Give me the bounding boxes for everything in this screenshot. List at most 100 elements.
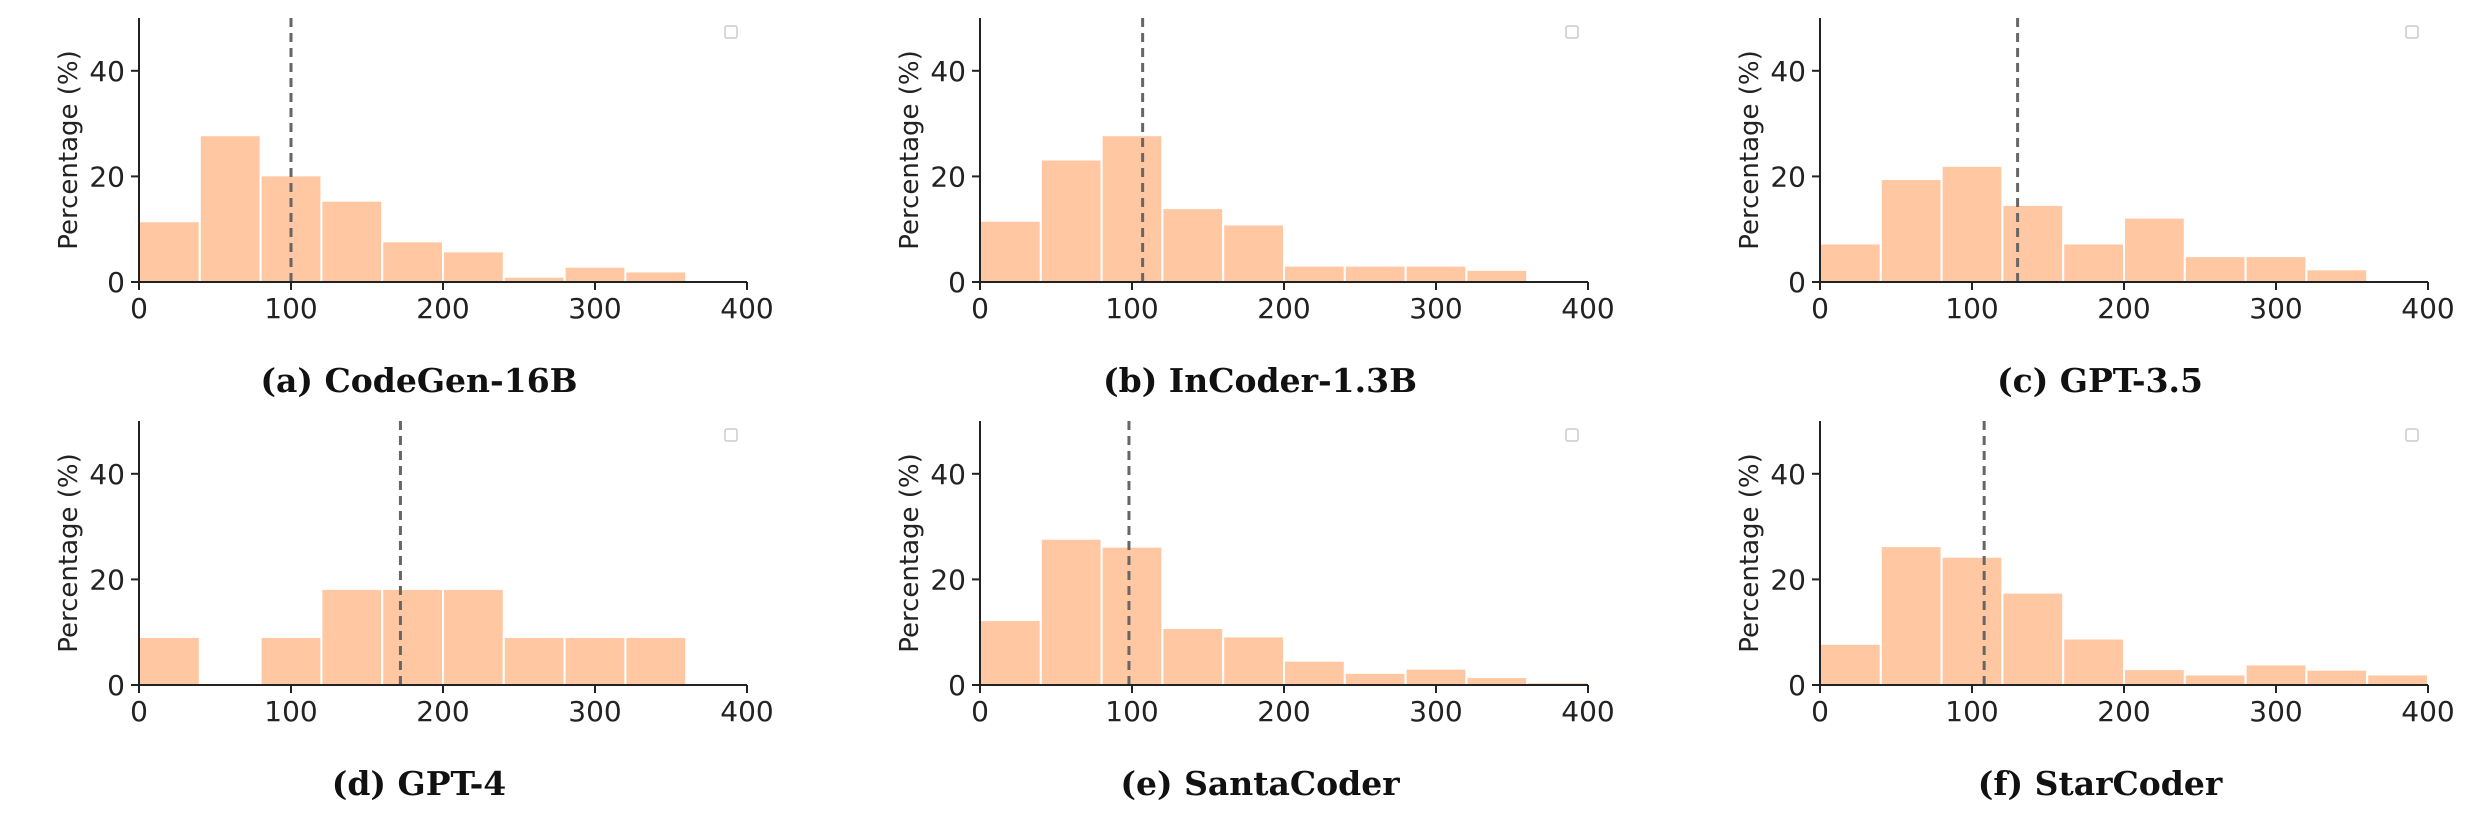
x-tick-label: 100 [264, 695, 317, 728]
histogram-bar [979, 219, 1042, 283]
legend-box [724, 25, 738, 39]
histogram-bar [2062, 242, 2125, 283]
x-tick-label: 200 [2097, 695, 2150, 728]
y-tick-label: 40 [89, 458, 125, 491]
histogram-bar [1222, 635, 1285, 687]
y-tick-label: 40 [930, 55, 966, 88]
x-tick-label: 400 [1561, 292, 1614, 325]
histogram-bar [381, 240, 445, 283]
histogram-bar [2305, 268, 2369, 284]
x-tick-label: 0 [1811, 292, 1829, 325]
histogram-bar [1940, 164, 2004, 283]
histogram-bar [1100, 134, 1164, 283]
x-tick-label: 300 [568, 292, 621, 325]
y-tick-label: 0 [1788, 266, 1806, 299]
y-tick-label: 40 [930, 458, 966, 491]
y-tick-label: 0 [107, 266, 125, 299]
x-tick-label: 400 [2401, 292, 2454, 325]
histogram-bar [624, 635, 688, 687]
y-tick-label: 0 [948, 669, 966, 702]
y-tick-label: 20 [1770, 563, 1806, 596]
legend-box [1565, 428, 1579, 442]
x-tick-label: 300 [2249, 292, 2302, 325]
x-tick-label: 0 [130, 292, 148, 325]
y-axis-label: Percentage (%) [895, 50, 925, 250]
histogram-bar [1039, 158, 1103, 283]
x-tick-label: 400 [720, 695, 773, 728]
histogram-bar [2001, 591, 2065, 686]
histogram-bar [1819, 642, 1882, 686]
subfigure-caption: (a) CodeGen-16B [260, 361, 577, 400]
x-tick-label: 300 [568, 695, 621, 728]
histogram-bar [2183, 255, 2247, 283]
histogram-bar [1039, 537, 1103, 687]
subfigure-caption: (d) GPT-4 [332, 764, 507, 803]
histogram-bar [1819, 242, 1882, 283]
histogram-bar [2305, 668, 2369, 686]
x-tick-label: 0 [1811, 695, 1829, 728]
y-tick-label: 20 [930, 563, 966, 596]
histogram-bar [1161, 626, 1225, 687]
y-axis-label: Percentage (%) [895, 453, 925, 653]
x-tick-label: 100 [1105, 695, 1158, 728]
x-tick-label: 200 [416, 695, 469, 728]
histogram-bar [2244, 255, 2308, 283]
histogram-bar [563, 635, 627, 687]
histogram-bar [2123, 216, 2186, 283]
histogram-bar [1161, 207, 1225, 283]
y-tick-label: 20 [89, 563, 125, 596]
x-tick-label: 400 [720, 292, 773, 325]
histogram-bar [1404, 264, 1468, 283]
x-tick-label: 300 [2249, 695, 2302, 728]
histogram-bar [1404, 667, 1468, 687]
y-tick-label: 0 [1788, 669, 1806, 702]
histogram-bar [1343, 264, 1407, 283]
legend-box [2405, 25, 2419, 39]
y-axis-label: Percentage (%) [54, 50, 84, 250]
x-tick-label: 200 [1257, 292, 1310, 325]
histogram-bar [2366, 673, 2429, 687]
legend-box [2405, 428, 2419, 442]
x-tick-label: 0 [971, 292, 989, 325]
histogram-bar [1283, 264, 1346, 283]
histogram-bar [2001, 203, 2065, 283]
histogram-bar [1222, 223, 1285, 283]
legend-box [724, 428, 738, 442]
histogram-bar [2123, 668, 2186, 686]
histogram-bar [1343, 671, 1407, 687]
histogram-bar [442, 587, 505, 686]
x-tick-label: 200 [416, 292, 469, 325]
y-tick-label: 40 [1770, 55, 1806, 88]
histogram-bar [259, 635, 323, 687]
histogram-bar [320, 587, 384, 686]
x-tick-label: 300 [1409, 292, 1462, 325]
subfigure-caption: (e) SantaCoder [1120, 764, 1400, 803]
histogram-bar [138, 220, 201, 283]
x-tick-label: 100 [1945, 695, 1998, 728]
histogram-bar [320, 199, 384, 283]
histogram-bar [502, 635, 566, 687]
y-tick-label: 40 [89, 55, 125, 88]
histogram-bar [1879, 545, 1943, 686]
subfigure-caption: (c) GPT-3.5 [1997, 361, 2203, 400]
histogram-bar [1465, 676, 1529, 687]
histogram-bar [2183, 673, 2247, 687]
histogram-bar [2062, 637, 2125, 687]
x-tick-label: 200 [1257, 695, 1310, 728]
histogram-bar [442, 250, 505, 284]
x-tick-label: 0 [130, 695, 148, 728]
x-tick-label: 100 [1105, 292, 1158, 325]
x-tick-label: 300 [1409, 695, 1462, 728]
y-axis-label: Percentage (%) [1735, 453, 1765, 653]
histogram-bar [2244, 663, 2308, 687]
histogram-bar [1465, 268, 1529, 283]
histogram-bar [198, 134, 262, 283]
histogram-bar [1283, 659, 1346, 686]
y-tick-label: 20 [89, 160, 125, 193]
